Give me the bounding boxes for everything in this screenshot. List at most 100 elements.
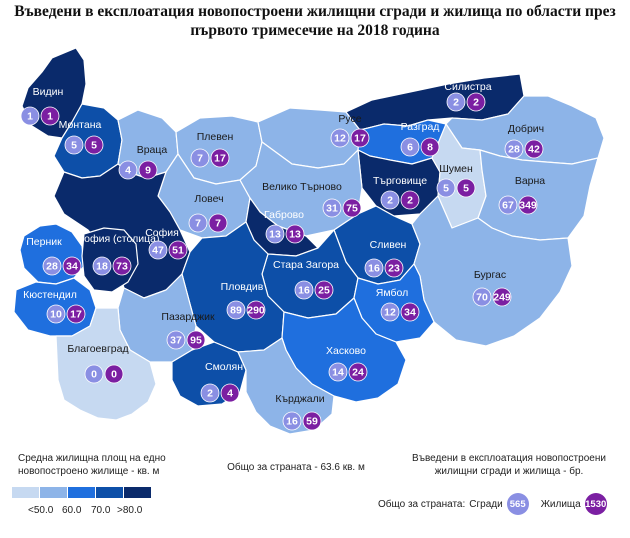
region-label-кърджали: Кърджали <box>275 393 324 405</box>
dwellings-bubble-сливен <box>384 258 404 278</box>
dwellings-bubble-кърджали <box>302 411 322 431</box>
buildings-value-варна: 67 <box>502 200 514 212</box>
dwellings-bubble-пловдив <box>246 300 266 320</box>
buildings-bubble-варна <box>498 195 518 215</box>
dwellings-bubble-добрич <box>524 139 544 159</box>
region-label-разград: Разград <box>401 121 440 133</box>
buildings-value-враца: 4 <box>125 165 131 177</box>
buildings-bubble-габрово <box>265 224 285 244</box>
buildings-bubble-враца <box>118 160 138 180</box>
region-label-ямбол: Ямбол <box>376 287 408 299</box>
dwellings-value-софия-столица: 73 <box>116 261 128 273</box>
dwellings-value-велико-търново: 75 <box>346 203 358 215</box>
scale-box-5 <box>124 487 151 498</box>
buildings-bubble-хасково <box>328 362 348 382</box>
region-shapes <box>13 47 605 435</box>
country-average: Общо за страната - 63.6 кв. м <box>227 462 365 473</box>
dwellings-bubble-силистра <box>466 92 486 112</box>
totals-label: Общо за страната: <box>378 498 466 510</box>
dwellings-total-bubble: 1530 <box>584 493 607 515</box>
dwellings-bubble-смолян <box>220 383 240 403</box>
region-label-смолян: Смолян <box>205 361 243 373</box>
dwellings-value-разград: 8 <box>427 142 433 154</box>
buildings-bubble-шумен <box>436 178 456 198</box>
region-label-стара-загора: Стара Загора <box>273 259 339 271</box>
region-label-хасково: Хасково <box>326 345 366 357</box>
buildings-value-велико-търново: 31 <box>326 203 338 215</box>
dwellings-value-силистра: 2 <box>473 97 479 109</box>
dwellings-bubble-пазарджик <box>186 330 206 350</box>
region-кърджали <box>237 337 335 435</box>
dwellings-value-стара-загора: 25 <box>318 285 330 297</box>
region-label-видин: Видин <box>33 86 64 98</box>
dwellings-bubble-плевен <box>210 148 230 168</box>
dwellings-value-софия: 51 <box>172 245 184 257</box>
buildings-value-търговище: 2 <box>387 195 393 207</box>
dwellings-value-хасково: 24 <box>352 367 364 379</box>
region-label-монтана: Монтана <box>59 119 102 131</box>
buildings-value-габрово: 13 <box>269 229 281 241</box>
region-label-пазарджик: Пазарджик <box>161 311 215 323</box>
dwellings-value-шумен: 5 <box>463 183 469 195</box>
buildings-bubble-видин <box>20 106 40 126</box>
legend-area-title: Средна жилищна площ на едно новопостроен… <box>18 453 166 477</box>
buildings-bubble-стара-загора <box>294 280 314 300</box>
dwellings-value-сливен: 23 <box>388 263 400 275</box>
dwellings-value-кърджали: 59 <box>306 416 318 428</box>
legend-bubbles-title: Въведени в експлоатация новопостроени жи… <box>412 453 606 477</box>
buildings-bubble-силистра <box>446 92 466 112</box>
buildings-value-шумен: 5 <box>443 183 449 195</box>
buildings-bubble-пловдив <box>226 300 246 320</box>
dwellings-value-търговище: 2 <box>407 195 413 207</box>
region-благоевград <box>55 307 157 421</box>
dwellings-value-добрич: 42 <box>528 144 540 156</box>
region-label-силистра: Силистра <box>444 81 491 93</box>
region-label-търговище: Търговище <box>373 175 427 187</box>
scale-box-2 <box>40 487 67 498</box>
dwellings-bubble-варна <box>518 195 538 215</box>
dwellings-value-русе: 17 <box>354 133 366 145</box>
dwellings-bubble-велико-търново <box>342 198 362 218</box>
dwellings-bubble-софия <box>168 240 188 260</box>
region-label-русе: Русе <box>338 113 361 125</box>
buildings-value-сливен: 16 <box>368 263 380 275</box>
country-totals: Общо за страната: Сгради 565 Жилища 1530 <box>378 492 611 516</box>
buildings-value-кърджали: 16 <box>286 416 298 428</box>
buildings-value-ловеч: 7 <box>195 218 201 230</box>
buildings-label: Сгради <box>469 498 503 510</box>
buildings-bubble-пазарджик <box>166 330 186 350</box>
buildings-total-bubble: 565 <box>506 493 529 515</box>
region-варна <box>477 149 599 241</box>
buildings-bubble-перник <box>42 256 62 276</box>
buildings-bubble-кърджали <box>282 411 302 431</box>
region-label-кюстендил: Кюстендил <box>23 289 77 301</box>
buildings-value-русе: 12 <box>334 133 346 145</box>
dwellings-bubble-стара-загора <box>314 280 334 300</box>
dwellings-bubble-враца <box>138 160 158 180</box>
dwellings-bubble-монтана <box>84 135 104 155</box>
dwellings-bubble-шумен <box>456 178 476 198</box>
dwellings-bubble-софия-столица <box>112 256 132 276</box>
dwellings-value-видин: 1 <box>47 111 53 123</box>
dwellings-value-плевен: 17 <box>214 153 226 165</box>
dwellings-bubble-русе <box>350 128 370 148</box>
buildings-bubble-добрич <box>504 139 524 159</box>
scale-label-2: 60.0 <box>62 505 82 516</box>
dwellings-bubble-хасково <box>348 362 368 382</box>
region-label-велико-търново: Велико Търново <box>262 181 342 193</box>
buildings-value-бургас: 70 <box>476 292 488 304</box>
region-софия-столица <box>81 227 139 293</box>
dwellings-value-благоевград: 0 <box>111 369 117 381</box>
dwellings-value-ямбол: 34 <box>404 307 416 319</box>
buildings-value-разград: 6 <box>407 142 413 154</box>
dwellings-bubble-перник <box>62 256 82 276</box>
region-label-ловеч: Ловеч <box>194 193 223 205</box>
scale-label-4: >80.0 <box>117 505 143 516</box>
dwellings-value-варна: 349 <box>519 200 537 212</box>
region-label-шумен: Шумен <box>439 163 473 175</box>
buildings-bubble-русе <box>330 128 350 148</box>
buildings-bubble-плевен <box>190 148 210 168</box>
scale-box-3 <box>68 487 95 498</box>
buildings-value-стара-загора: 16 <box>298 285 310 297</box>
